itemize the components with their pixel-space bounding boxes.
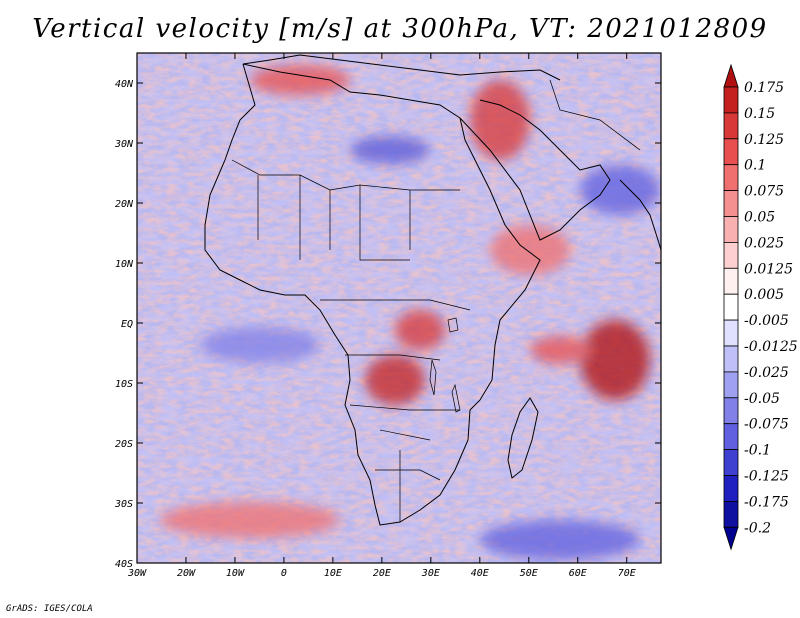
colorbar-box <box>723 241 739 269</box>
y-tick-label: 10S <box>115 379 133 390</box>
x-tick-label: 40E <box>471 568 489 579</box>
y-tick-label: EQ <box>121 319 133 330</box>
plot-frame <box>136 52 662 564</box>
colorbar-box <box>723 164 739 191</box>
colorbar-min-triangle <box>723 526 739 551</box>
colorbar-label: -0.2 <box>744 520 771 536</box>
colorbar-label: -0.005 <box>744 313 789 329</box>
x-tick-label: 20W <box>177 568 196 579</box>
x-tick-label: 30E <box>421 568 440 579</box>
x-tick-label: 10E <box>324 568 342 579</box>
colorbar-label: 0.05 <box>744 210 775 226</box>
colorbar-box <box>723 293 739 321</box>
axis-labels: 30W 20W 10W 0 10E 20E 30E 40E 50E 60E 70E 40N 30N 20N… <box>114 79 636 579</box>
y-tick-label: 40S <box>115 559 133 570</box>
colorbar-label: 0.1 <box>744 158 766 174</box>
x-tick-label: 70E <box>618 568 636 579</box>
borders <box>231 79 641 522</box>
x-tick-label: 60E <box>569 568 587 579</box>
colorbar-box <box>723 216 739 243</box>
colorbar-label: 0.125 <box>744 132 784 148</box>
madagascar-coastline <box>507 397 539 479</box>
colorbar-label: -0.0125 <box>744 339 798 355</box>
colorbar-box <box>723 371 739 399</box>
india-coastline <box>619 179 661 251</box>
x-tick-label: 30W <box>127 568 147 579</box>
arabian-coastline <box>459 99 611 241</box>
colorbar-box <box>723 267 739 295</box>
colorbar-label: 0.15 <box>744 106 775 122</box>
africa-coastline <box>204 63 541 526</box>
colorbar-box <box>723 86 739 114</box>
colorbar-label: -0.175 <box>744 494 789 510</box>
colorbar-box <box>723 449 739 476</box>
colorbar: 0.175 0.15 0.125 0.1 0.075 0.05 0.025 0.0125 0.0… <box>723 63 798 551</box>
x-tick-label: 20E <box>373 568 391 579</box>
colorbar-box <box>723 138 739 166</box>
europe-coastline <box>242 54 561 81</box>
y-tick-label: 20S <box>115 439 133 450</box>
colorbar-label: 0.005 <box>744 287 784 303</box>
coastlines-and-borders <box>204 54 661 526</box>
colorbar-box <box>723 190 739 217</box>
colorbar-label: -0.075 <box>744 417 789 433</box>
vertical-velocity-field <box>137 53 661 563</box>
colorbar-box <box>723 345 739 373</box>
colorbar-box <box>723 112 739 140</box>
lakes <box>429 317 461 413</box>
y-tick-label: 30N <box>114 139 134 150</box>
colorbar-box <box>723 500 739 528</box>
colorbar-max-triangle <box>723 63 739 88</box>
map-title: Vertical velocity [m/s] at 300hPa, VT: 2… <box>32 14 768 44</box>
colorbar-box <box>723 319 739 347</box>
y-tick-label: 20N <box>115 199 134 210</box>
x-tick-label: 10W <box>226 568 245 579</box>
colorbar-label: 0.175 <box>744 80 784 96</box>
x-tick-label: 0 <box>281 568 287 579</box>
colorbar-label: -0.125 <box>744 469 789 485</box>
colorbar-label: 0.0125 <box>744 261 793 277</box>
colorbar-label: -0.025 <box>744 365 789 381</box>
y-tick-label: 30S <box>114 499 133 510</box>
y-tick-label: 40N <box>115 79 134 90</box>
colorbar-label: 0.075 <box>744 184 784 200</box>
colorbar-box <box>723 475 739 502</box>
colorbar-label: -0.05 <box>744 391 780 407</box>
x-tick-label: 50E <box>520 568 538 579</box>
colorbar-label: 0.025 <box>744 235 784 251</box>
y-tick-label: 10N <box>115 259 134 270</box>
colorbar-box <box>723 423 739 451</box>
grads-credit: GrADS: IGES/COLA <box>6 604 93 614</box>
axis-ticks <box>136 53 661 564</box>
colorbar-box <box>723 397 739 425</box>
colorbar-label: -0.1 <box>744 443 771 459</box>
